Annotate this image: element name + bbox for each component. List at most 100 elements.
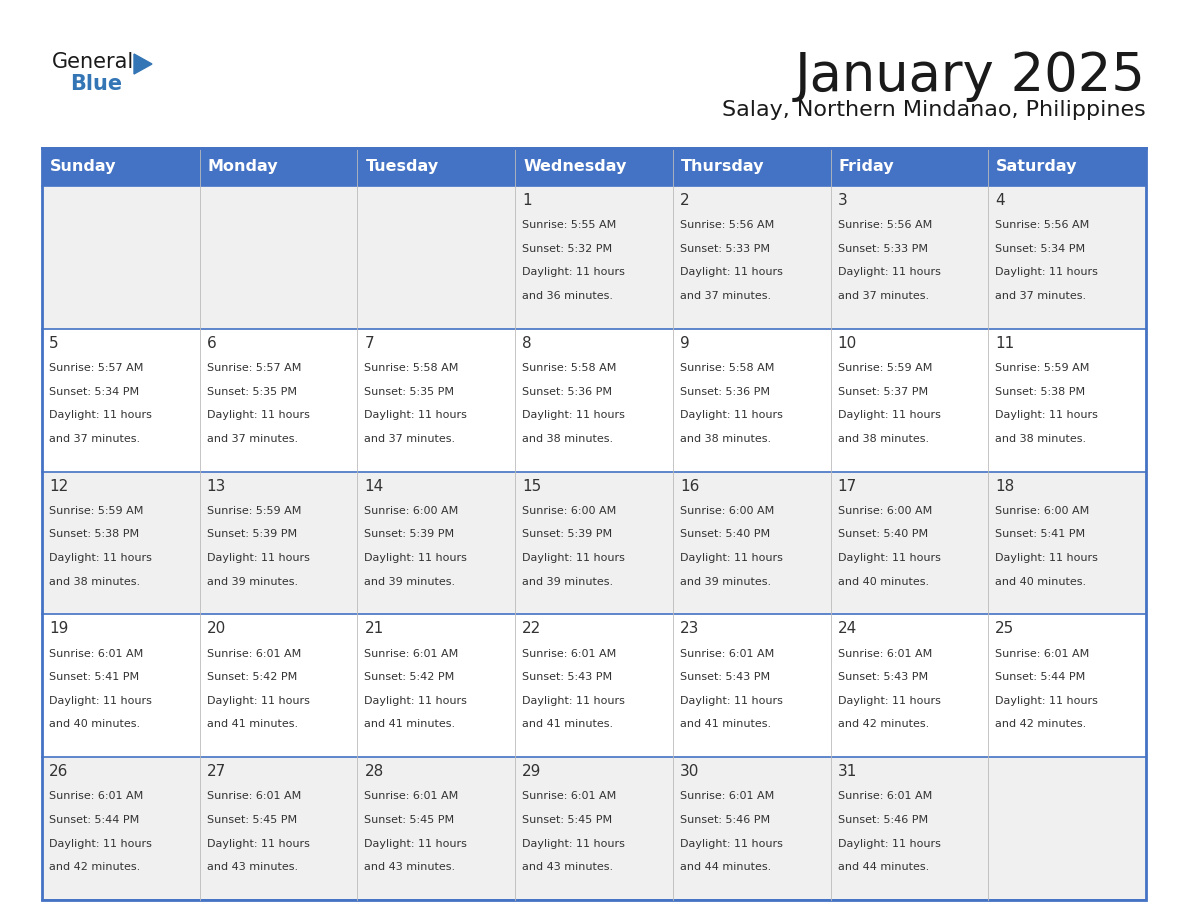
Text: Daylight: 11 hours: Daylight: 11 hours [838,839,941,848]
Text: and 44 minutes.: and 44 minutes. [680,862,771,872]
Bar [200,472,358,614]
Text: Sunrise: 6:01 AM: Sunrise: 6:01 AM [838,791,931,801]
Text: Sunrise: 6:01 AM: Sunrise: 6:01 AM [49,791,144,801]
Text: 17: 17 [838,478,857,494]
Text: Sunset: 5:46 PM: Sunset: 5:46 PM [680,815,770,825]
Text: Daylight: 11 hours: Daylight: 11 hours [49,410,152,420]
Bar [672,757,830,900]
Text: Daylight: 11 hours: Daylight: 11 hours [523,267,625,277]
Text: Sunset: 5:45 PM: Sunset: 5:45 PM [523,815,612,825]
Text: and 38 minutes.: and 38 minutes. [523,434,613,443]
Text: 3: 3 [838,193,847,208]
Text: 8: 8 [523,336,532,351]
Text: Sunset: 5:43 PM: Sunset: 5:43 PM [523,672,612,682]
Text: 28: 28 [365,764,384,779]
Text: and 37 minutes.: and 37 minutes. [838,291,929,301]
Text: and 42 minutes.: and 42 minutes. [49,862,140,872]
Text: Monday: Monday [208,160,278,174]
Bar [358,757,516,900]
Bar [42,757,200,900]
Text: Sunset: 5:39 PM: Sunset: 5:39 PM [365,530,455,540]
Text: Sunset: 5:40 PM: Sunset: 5:40 PM [838,530,928,540]
Text: Daylight: 11 hours: Daylight: 11 hours [207,839,310,848]
Text: Sunset: 5:38 PM: Sunset: 5:38 PM [996,386,1086,397]
Text: Daylight: 11 hours: Daylight: 11 hours [996,267,1098,277]
Text: Daylight: 11 hours: Daylight: 11 hours [838,267,941,277]
Text: and 44 minutes.: and 44 minutes. [838,862,929,872]
Bar [42,329,200,472]
Text: Daylight: 11 hours: Daylight: 11 hours [523,696,625,706]
Text: Daylight: 11 hours: Daylight: 11 hours [680,410,783,420]
Text: Sunrise: 5:59 AM: Sunrise: 5:59 AM [838,364,931,373]
Text: 1: 1 [523,193,532,208]
Text: Sunrise: 6:01 AM: Sunrise: 6:01 AM [207,649,301,659]
Text: Daylight: 11 hours: Daylight: 11 hours [523,839,625,848]
Text: and 39 minutes.: and 39 minutes. [365,577,455,587]
Bar [42,148,1146,900]
Text: Sunrise: 6:01 AM: Sunrise: 6:01 AM [680,649,775,659]
Text: Sunset: 5:35 PM: Sunset: 5:35 PM [365,386,455,397]
Bar [516,329,672,472]
Text: Sunrise: 6:01 AM: Sunrise: 6:01 AM [838,649,931,659]
Text: Sunrise: 6:00 AM: Sunrise: 6:00 AM [838,506,931,516]
Text: Sunset: 5:45 PM: Sunset: 5:45 PM [207,815,297,825]
Text: Sunday: Sunday [50,160,116,174]
Bar [672,472,830,614]
Text: Sunset: 5:37 PM: Sunset: 5:37 PM [838,386,928,397]
Text: Daylight: 11 hours: Daylight: 11 hours [207,553,310,563]
Bar [516,472,672,614]
Text: Sunset: 5:36 PM: Sunset: 5:36 PM [523,386,612,397]
Text: Sunrise: 6:00 AM: Sunrise: 6:00 AM [365,506,459,516]
Bar [358,329,516,472]
Text: Salay, Northern Mindanao, Philippines: Salay, Northern Mindanao, Philippines [722,100,1146,120]
Text: 4: 4 [996,193,1005,208]
Text: 30: 30 [680,764,700,779]
Text: Sunset: 5:46 PM: Sunset: 5:46 PM [838,815,928,825]
Bar [830,329,988,472]
Text: and 38 minutes.: and 38 minutes. [838,434,929,443]
Text: Sunset: 5:41 PM: Sunset: 5:41 PM [49,672,139,682]
Text: and 36 minutes.: and 36 minutes. [523,291,613,301]
Text: 2: 2 [680,193,689,208]
Bar [830,614,988,757]
Text: Sunrise: 6:01 AM: Sunrise: 6:01 AM [49,649,144,659]
Bar [358,472,516,614]
Text: and 37 minutes.: and 37 minutes. [996,291,1086,301]
Text: and 40 minutes.: and 40 minutes. [996,577,1086,587]
Text: Sunrise: 6:01 AM: Sunrise: 6:01 AM [996,649,1089,659]
Bar [358,186,516,329]
Text: General: General [52,52,134,72]
Text: Sunset: 5:45 PM: Sunset: 5:45 PM [365,815,455,825]
Text: and 37 minutes.: and 37 minutes. [365,434,455,443]
Text: Sunrise: 5:56 AM: Sunrise: 5:56 AM [996,220,1089,230]
Bar [516,757,672,900]
Text: 12: 12 [49,478,68,494]
Text: and 37 minutes.: and 37 minutes. [680,291,771,301]
Text: 26: 26 [49,764,69,779]
Text: Thursday: Thursday [681,160,764,174]
Text: Sunrise: 6:01 AM: Sunrise: 6:01 AM [207,791,301,801]
Bar [830,472,988,614]
Text: Sunrise: 6:01 AM: Sunrise: 6:01 AM [680,791,775,801]
Polygon shape [134,54,152,74]
Bar [988,186,1146,329]
Text: 19: 19 [49,621,69,636]
Text: Sunset: 5:40 PM: Sunset: 5:40 PM [680,530,770,540]
Text: 21: 21 [365,621,384,636]
Text: and 41 minutes.: and 41 minutes. [680,720,771,730]
Text: 16: 16 [680,478,700,494]
Bar [42,148,1146,186]
Text: and 39 minutes.: and 39 minutes. [207,577,298,587]
Bar [672,614,830,757]
Text: and 39 minutes.: and 39 minutes. [680,577,771,587]
Bar [200,329,358,472]
Text: Daylight: 11 hours: Daylight: 11 hours [365,553,467,563]
Text: Sunrise: 6:01 AM: Sunrise: 6:01 AM [523,649,617,659]
Text: Daylight: 11 hours: Daylight: 11 hours [207,696,310,706]
Text: Daylight: 11 hours: Daylight: 11 hours [49,553,152,563]
Text: Daylight: 11 hours: Daylight: 11 hours [523,553,625,563]
Text: and 41 minutes.: and 41 minutes. [365,720,455,730]
Bar [830,186,988,329]
Text: Daylight: 11 hours: Daylight: 11 hours [365,696,467,706]
Text: Daylight: 11 hours: Daylight: 11 hours [838,410,941,420]
